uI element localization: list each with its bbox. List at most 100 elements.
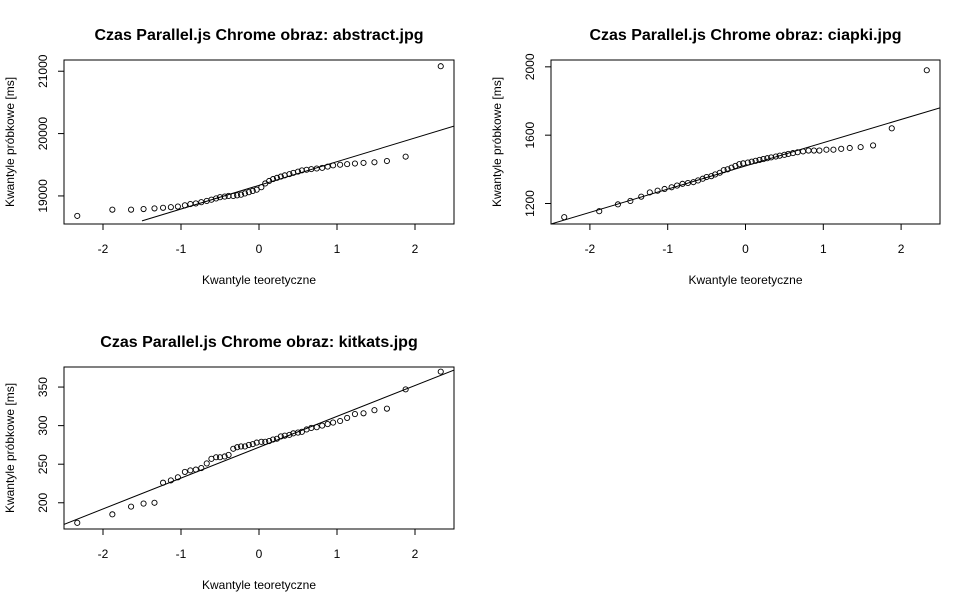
data-point	[646, 189, 653, 196]
data-point	[627, 197, 634, 204]
qq-reference-line	[64, 369, 454, 525]
data-point	[294, 168, 302, 175]
data-point	[732, 162, 739, 169]
data-point	[213, 454, 220, 461]
data-point	[253, 186, 260, 193]
data-point	[857, 144, 864, 151]
data-point	[74, 212, 81, 219]
data-point	[225, 451, 232, 458]
data-point	[823, 146, 830, 153]
x-tick-label: -1	[176, 547, 187, 561]
data-point	[238, 443, 245, 450]
data-point	[269, 436, 277, 443]
data-point	[699, 175, 706, 182]
x-tick-label: 2	[898, 242, 905, 256]
x-tick-label: 1	[334, 547, 341, 561]
data-point	[216, 194, 224, 201]
data-point	[298, 167, 305, 174]
x-tick-label: -2	[98, 242, 109, 256]
data-point	[262, 438, 269, 445]
data-point	[437, 368, 444, 375]
chart-title: Czas Parallel.js Chrome obraz: kitkats.j…	[100, 334, 417, 351]
data-point	[870, 142, 877, 149]
data-point	[128, 503, 135, 510]
data-point	[160, 204, 167, 211]
plot-frame	[63, 366, 455, 530]
y-axis-label: Kwantyle próbkowe [ms]	[3, 383, 17, 513]
data-point	[167, 477, 174, 484]
data-point	[160, 479, 167, 486]
data-point	[174, 474, 181, 481]
chart-title: Czas Parallel.js Chrome obraz: abstract.…	[95, 27, 424, 44]
data-point	[266, 438, 273, 445]
data-point	[286, 431, 293, 438]
data-point	[109, 511, 116, 518]
data-point	[181, 468, 188, 475]
x-tick-label: 1	[820, 242, 827, 256]
data-point	[830, 146, 837, 153]
data-point	[772, 153, 779, 160]
data-point	[74, 519, 81, 526]
data-point	[230, 192, 237, 199]
data-point	[234, 192, 241, 199]
data-point	[213, 195, 220, 202]
data-point	[313, 424, 320, 431]
data-point	[810, 147, 818, 154]
x-tick-label: -2	[585, 242, 596, 256]
data-point	[402, 153, 409, 160]
data-point	[192, 466, 199, 473]
qq-panel-3: Czas Parallel.js Chrome obraz: kitkats.j…	[3, 334, 455, 592]
y-tick-label: 2000	[523, 53, 537, 80]
y-tick-label: 200	[36, 492, 50, 512]
data-point	[128, 206, 135, 213]
data-point	[764, 155, 771, 162]
data-point	[668, 184, 675, 191]
y-tick-label: 1600	[523, 121, 537, 148]
data-point	[324, 421, 331, 428]
data-point	[838, 145, 845, 152]
data-point	[198, 465, 205, 472]
chart-title: Czas Parallel.js Chrome obraz: ciapki.jp…	[589, 27, 901, 44]
data-point	[752, 157, 759, 164]
x-tick-label: -1	[662, 242, 673, 256]
data-point	[351, 160, 358, 167]
data-point	[277, 173, 284, 180]
plot-frame	[550, 59, 941, 225]
data-point	[673, 182, 681, 189]
data-point	[437, 63, 444, 70]
data-point	[294, 429, 302, 436]
data-point	[596, 208, 603, 215]
x-tick-label: 0	[256, 547, 263, 561]
data-point	[234, 444, 241, 451]
data-point	[225, 192, 232, 199]
y-tick-label: 350	[36, 377, 50, 397]
data-point	[109, 206, 116, 213]
data-point	[187, 467, 194, 474]
x-tick-label: 1	[334, 242, 341, 256]
x-tick-label: 0	[742, 242, 749, 256]
data-point	[736, 161, 743, 168]
data-point	[324, 163, 331, 170]
data-point	[298, 428, 305, 435]
y-tick-label: 21000	[36, 54, 50, 88]
data-point	[781, 151, 788, 158]
y-tick-label: 250	[36, 454, 50, 474]
data-point	[923, 67, 930, 74]
data-point	[724, 166, 731, 173]
data-point	[286, 171, 293, 178]
data-point	[203, 460, 210, 467]
data-point	[744, 159, 751, 166]
data-point	[337, 417, 344, 425]
data-point	[198, 199, 205, 206]
y-tick-label: 1200	[523, 190, 537, 217]
data-point	[140, 205, 147, 213]
x-axis-label: Kwantyle teoretyczne	[202, 273, 316, 287]
x-tick-label: -2	[98, 547, 109, 561]
data-point	[728, 164, 735, 171]
data-point	[221, 193, 228, 200]
data-point	[258, 438, 265, 445]
data-point	[245, 441, 252, 448]
data-point	[846, 144, 853, 152]
data-point	[319, 422, 326, 429]
x-axis-label: Kwantyle teoretyczne	[202, 578, 316, 592]
